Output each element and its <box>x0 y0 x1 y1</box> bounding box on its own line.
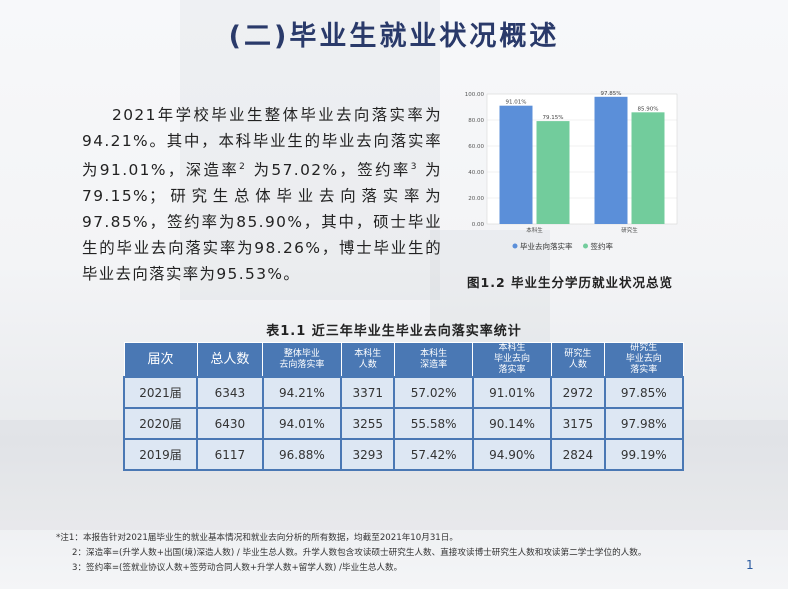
paragraph-text: 为79.15%；研究生总体毕业去向落实率为97.85%，签约率为85.90%，其… <box>82 161 442 284</box>
table-title: 表1.1 近三年毕业生毕业去向落实率统计 <box>266 324 522 339</box>
table-cell: 3371 <box>340 376 396 409</box>
footnote-1: *注1：本报告针对2021届毕业生的就业基本情况和就业去向分析的所有数据，均截至… <box>56 533 458 543</box>
legend-marker <box>583 243 588 249</box>
table-cell: 2019届 <box>122 438 199 471</box>
header-line: 本科生 <box>354 348 382 359</box>
legend-marker <box>512 243 518 249</box>
table-cell: 2021届 <box>122 376 199 409</box>
table-row: 2020届 6430 94.01% 3255 55.58% 90.14% 3175 97.98… <box>122 407 685 440</box>
data-label: 97.85% <box>601 91 622 97</box>
table-cell: 3255 <box>340 407 396 440</box>
y-tick-label: 0.00 <box>472 222 485 228</box>
header-line: 毕业去向 <box>494 354 531 364</box>
table-cell: 94.90% <box>471 438 553 471</box>
x-tick-label: 研究生 <box>621 226 638 234</box>
data-label: 85.90% <box>638 106 659 112</box>
section-title: (二)毕业生就业状况概述 <box>228 21 560 52</box>
header-line: 人数 <box>358 359 377 370</box>
table-cell: 3293 <box>340 438 396 471</box>
table-header-cell: 总人数 <box>196 342 264 378</box>
table-cell: 57.42% <box>393 438 474 471</box>
y-tick-label: 40.00 <box>468 170 484 176</box>
employment-bar-chart: 0.00 20.00 40.00 60.00 80.00 100.00 91.01% 79.1… <box>465 91 678 251</box>
summary-paragraph: 2021年学校毕业生整体毕业去向落实率为94.21%。其中，本科毕业生的毕业去向… <box>82 102 442 287</box>
table-cell: 96.88% <box>261 438 343 471</box>
header-line: 研究生 <box>564 348 592 359</box>
table-cell: 6343 <box>196 376 264 409</box>
table-header-row: 届次 总人数 整体毕业 去向落实率 本科生 人数 本科生 深造率 本科生 毕业去向 落实率 研究生 人数… <box>123 342 684 378</box>
header-line: 深造率 <box>420 359 448 370</box>
bar-signing-rate <box>631 112 665 224</box>
bar-placement-rate <box>499 105 533 224</box>
header-line: 届次 <box>147 352 174 367</box>
table-body: 2021届 6343 94.21% 3371 57.02% 91.01% 2972 97.85… <box>122 376 685 471</box>
header-line: 研究生 <box>630 343 658 353</box>
employment-stats-table: 届次 总人数 整体毕业 去向落实率 本科生 人数 本科生 深造率 本科生 毕业去向 落实率 研究生 人数… <box>122 342 685 471</box>
table-cell: 99.19% <box>603 438 685 471</box>
table-header-cell: 本科生 人数 <box>340 342 395 378</box>
table-cell: 3175 <box>550 407 606 440</box>
table-header-cell: 研究生 人数 <box>550 342 606 378</box>
table-cell: 57.02% <box>393 376 474 409</box>
table-header-cell: 整体毕业 去向落实率 <box>262 342 342 378</box>
header-line: 总人数 <box>210 352 250 367</box>
header-line: 毕业去向 <box>625 354 662 364</box>
background-building <box>180 0 440 300</box>
table-header-cell: 研究生 毕业去向 落实率 <box>604 342 684 378</box>
figure-caption: 图1.2 毕业生分学历就业状况总览 <box>467 275 673 290</box>
header-line: 本科生 <box>498 343 526 353</box>
background-building <box>430 230 550 350</box>
footnote-ref-3: 3 <box>410 162 418 172</box>
table-cell: 97.85% <box>603 376 685 409</box>
header-line: 去向落实率 <box>279 359 325 370</box>
y-tick-label: 60.00 <box>468 144 484 150</box>
legend-label: 签约率 <box>591 241 614 251</box>
header-line: 本科生 <box>420 348 448 359</box>
x-tick-label: 本科生 <box>526 226 543 234</box>
header-line: 整体毕业 <box>283 348 320 359</box>
table-cell: 2020届 <box>122 407 199 440</box>
table-cell: 6430 <box>196 407 264 440</box>
y-tick-label: 20.00 <box>468 196 484 202</box>
legend-label: 毕业去向落实率 <box>520 241 573 251</box>
table-cell: 91.01% <box>471 376 553 409</box>
bar-placement-rate <box>594 96 628 224</box>
y-tick-label: 80.00 <box>468 118 484 124</box>
table-row: 2019届 6117 96.88% 3293 57.42% 94.90% 2824 99.19… <box>122 438 685 471</box>
paragraph-text: 为57.02%，签约率 <box>246 161 411 180</box>
table-cell: 90.14% <box>471 407 553 440</box>
bar-signing-rate <box>536 121 570 224</box>
data-label: 79.15% <box>543 115 564 121</box>
table-cell: 6117 <box>196 438 264 471</box>
table-header-cell: 本科生 毕业去向 落实率 <box>472 342 552 378</box>
table-header-cell: 本科生 深造率 <box>393 342 474 378</box>
table-row: 2021届 6343 94.21% 3371 57.02% 91.01% 2972 97.85… <box>122 376 685 409</box>
footnote-3: 3：签约率=(签就业协议人数+签劳动合同人数+升学人数+留学人数) /毕业生总人… <box>72 563 403 573</box>
table-cell: 2972 <box>550 376 606 409</box>
data-label: 91.01% <box>506 100 527 106</box>
footnote-ref-2: 2 <box>239 162 247 172</box>
table-cell: 94.21% <box>261 376 343 409</box>
footnotes: *注1：本报告针对2021届毕业生的就业基本情况和就业去向分析的所有数据，均截至… <box>56 531 646 576</box>
paragraph-text: 2021年学校毕业生整体毕业去向落实率为94.21%。其中，本科毕业生的毕业去向… <box>82 106 442 180</box>
table-cell: 97.98% <box>603 407 685 440</box>
table-header-cell: 届次 <box>123 342 198 378</box>
y-tick-label: 100.00 <box>465 92 485 98</box>
page-number: 1 <box>746 558 754 572</box>
header-line: 落实率 <box>498 365 526 375</box>
table-cell: 55.58% <box>393 407 474 440</box>
header-line: 落实率 <box>630 365 658 375</box>
table-cell: 2824 <box>550 438 606 471</box>
footnote-2: 2：深造率=(升学人数+出国(境)深造人数) / 毕业生总人数。升学人数包含攻读… <box>72 548 647 558</box>
table-cell: 94.01% <box>261 407 343 440</box>
header-line: 人数 <box>568 359 587 370</box>
